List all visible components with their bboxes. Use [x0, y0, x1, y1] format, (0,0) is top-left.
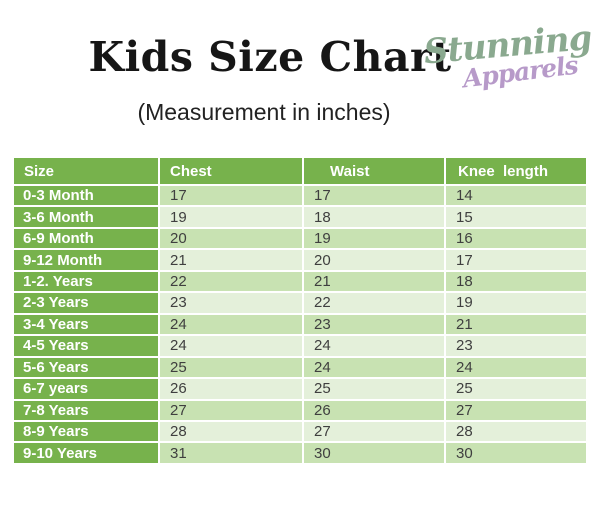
column-header-size: Size: [14, 158, 158, 184]
waist-cell: 21: [304, 271, 444, 292]
size-cell: 6-9 Month: [14, 228, 158, 249]
waist-cell: 19: [304, 228, 444, 249]
knee-cell: 28: [446, 421, 586, 442]
size-cell: 3-6 Month: [14, 207, 158, 227]
knee-cell: 27: [446, 400, 586, 420]
knee-cell: 30: [446, 443, 586, 463]
knee-cell: 23: [446, 336, 586, 356]
size-cell: 7-8 Years: [14, 400, 158, 420]
brand-logo: Stunning Apparels: [422, 18, 597, 93]
knee-cell: 16: [446, 228, 586, 249]
size-cell: 2-3 Years: [14, 293, 158, 313]
table-row: 8-9 Years 28 27 28: [14, 421, 586, 442]
size-cell: 3-4 Years: [14, 314, 158, 335]
chest-cell: 26: [160, 379, 302, 399]
table-row: 3-4 Years 24 23 21: [14, 314, 586, 335]
chest-cell: 31: [160, 443, 302, 463]
chest-cell: 24: [160, 314, 302, 335]
chest-cell: 17: [160, 186, 302, 206]
waist-cell: 27: [304, 421, 444, 442]
chest-cell: 22: [160, 271, 302, 292]
size-cell: 4-5 Years: [14, 336, 158, 356]
table-row: 6-7 years 26 25 25: [14, 379, 586, 399]
size-cell: 6-7 years: [14, 379, 158, 399]
chest-cell: 25: [160, 357, 302, 378]
waist-cell: 17: [304, 186, 444, 206]
column-header-chest: Chest: [160, 158, 302, 184]
waist-cell: 24: [304, 357, 444, 378]
size-cell: 1-2. Years: [14, 271, 158, 292]
chest-cell: 28: [160, 421, 302, 442]
waist-cell: 22: [304, 293, 444, 313]
waist-cell: 18: [304, 207, 444, 227]
table-row: 7-8 Years 27 26 27: [14, 400, 586, 420]
knee-cell: 15: [446, 207, 586, 227]
table-row: 3-6 Month 19 18 15: [14, 207, 586, 227]
chest-cell: 21: [160, 250, 302, 270]
waist-cell: 20: [304, 250, 444, 270]
knee-cell: 24: [446, 357, 586, 378]
column-header-waist: Waist: [304, 158, 444, 184]
waist-cell: 26: [304, 400, 444, 420]
knee-cell: 17: [446, 250, 586, 270]
knee-cell: 21: [446, 314, 586, 335]
knee-cell: 25: [446, 379, 586, 399]
knee-cell: 14: [446, 186, 586, 206]
table-row: 2-3 Years 23 22 19: [14, 293, 586, 313]
table-row: 9-12 Month 21 20 17: [14, 250, 586, 270]
measurement-unit-subtitle: (Measurement in inches): [137, 99, 391, 125]
size-cell: 8-9 Years: [14, 421, 158, 442]
knee-cell: 19: [446, 293, 586, 313]
size-cell: 9-10 Years: [14, 443, 158, 463]
table-row: 5-6 Years 25 24 24: [14, 357, 586, 378]
table-row: 4-5 Years 24 24 23: [14, 336, 586, 356]
waist-cell: 24: [304, 336, 444, 356]
size-cell: 9-12 Month: [14, 250, 158, 270]
page-title: Kids Size Chart: [88, 33, 452, 81]
table-row: 6-9 Month 20 19 16: [14, 228, 586, 249]
chest-cell: 24: [160, 336, 302, 356]
kids-size-table: Size Chest Waist Knee length 0-3 Month 1…: [12, 156, 588, 465]
chest-cell: 23: [160, 293, 302, 313]
chest-cell: 27: [160, 400, 302, 420]
chest-cell: 20: [160, 228, 302, 249]
waist-cell: 30: [304, 443, 444, 463]
table-row: 1-2. Years 22 21 18: [14, 271, 586, 292]
chest-cell: 19: [160, 207, 302, 227]
knee-cell: 18: [446, 271, 586, 292]
waist-cell: 23: [304, 314, 444, 335]
table-row: 0-3 Month 17 17 14: [14, 186, 586, 206]
size-cell: 0-3 Month: [14, 186, 158, 206]
column-header-knee-length: Knee length: [446, 158, 586, 184]
table-row: 9-10 Years 31 30 30: [14, 443, 586, 463]
size-cell: 5-6 Years: [14, 357, 158, 378]
waist-cell: 25: [304, 379, 444, 399]
table-header-row: Size Chest Waist Knee length: [14, 158, 586, 184]
